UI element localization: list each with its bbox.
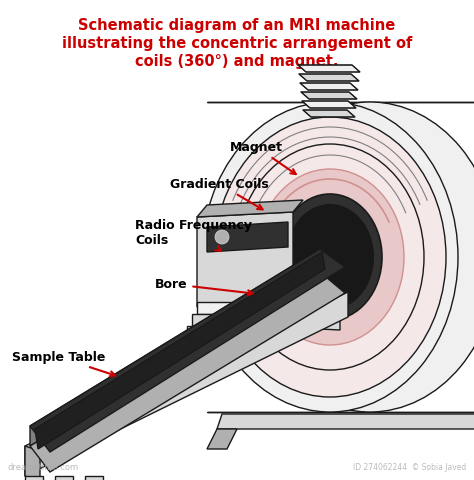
Polygon shape [197,302,293,314]
Polygon shape [55,476,73,480]
Polygon shape [299,75,359,82]
Polygon shape [30,250,345,452]
Ellipse shape [214,118,446,397]
Polygon shape [25,446,40,480]
Ellipse shape [242,103,474,412]
Text: ID 274062244  © Sobia Javed: ID 274062244 © Sobia Javed [353,462,466,471]
Ellipse shape [256,169,404,345]
Polygon shape [30,273,345,472]
Text: illustrating the concentric arrangement of: illustrating the concentric arrangement … [62,36,412,51]
Polygon shape [30,250,320,446]
Ellipse shape [318,194,422,320]
Text: Sample Table: Sample Table [12,351,115,376]
Polygon shape [300,84,358,91]
Polygon shape [85,476,103,480]
Text: Gradient Coils: Gradient Coils [170,178,269,210]
Polygon shape [207,223,288,252]
Polygon shape [217,414,474,429]
Ellipse shape [278,194,382,320]
Polygon shape [300,312,340,330]
Polygon shape [197,213,293,307]
Polygon shape [35,252,325,449]
Ellipse shape [202,103,458,412]
Polygon shape [192,314,296,326]
Polygon shape [298,66,360,73]
Ellipse shape [286,204,374,311]
Text: Magnet: Magnet [230,141,296,175]
Text: Schematic diagram of an MRI machine: Schematic diagram of an MRI machine [78,18,396,33]
Polygon shape [303,111,355,118]
Ellipse shape [236,144,424,370]
Polygon shape [197,201,303,217]
Polygon shape [25,476,43,480]
Text: Radio Frequency
Coils: Radio Frequency Coils [135,218,252,252]
Text: coils (360°) and magnet.: coils (360°) and magnet. [135,54,339,69]
Ellipse shape [215,230,229,244]
Polygon shape [207,429,237,449]
Polygon shape [187,326,299,338]
Polygon shape [302,102,356,109]
Polygon shape [25,292,348,476]
Polygon shape [301,93,357,100]
Text: Bore: Bore [155,278,253,296]
Text: dreamstime.com: dreamstime.com [8,462,79,471]
